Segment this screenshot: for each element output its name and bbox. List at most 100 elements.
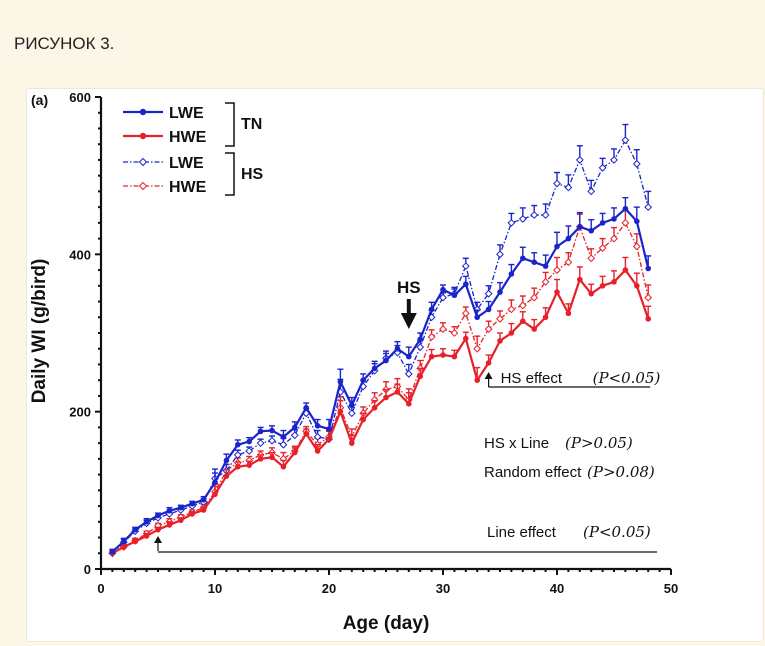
data-point bbox=[611, 279, 617, 285]
data-point bbox=[598, 244, 607, 252]
hs-x-line-label: HS x Line bbox=[484, 435, 549, 452]
data-point bbox=[577, 224, 583, 230]
chart-panel: 0 10 20 30 40 50 0 200 400 600 (a) Age (day) Dail… bbox=[26, 88, 764, 642]
data-point bbox=[132, 538, 138, 545]
y-tick-label: 200 bbox=[69, 405, 91, 420]
data-point bbox=[485, 306, 492, 313]
hs-effect-label: HS effect bbox=[501, 370, 563, 387]
data-point bbox=[496, 314, 504, 323]
data-point bbox=[416, 343, 425, 352]
data-point bbox=[349, 402, 355, 409]
data-point bbox=[269, 454, 275, 461]
data-point bbox=[621, 136, 630, 145]
data-point bbox=[406, 401, 412, 407]
data-point bbox=[507, 305, 516, 314]
data-point bbox=[440, 352, 446, 358]
data-point bbox=[371, 404, 378, 411]
data-point bbox=[588, 290, 594, 297]
data-point bbox=[406, 353, 412, 360]
data-point bbox=[417, 373, 424, 380]
line-effect-label: Line effect bbox=[487, 524, 557, 541]
data-point bbox=[553, 266, 561, 274]
y-tick-label: 400 bbox=[69, 247, 91, 262]
data-point bbox=[178, 517, 184, 524]
data-point bbox=[542, 263, 549, 269]
data-point bbox=[564, 258, 573, 267]
data-point bbox=[554, 243, 560, 250]
hs-x-line-p-value: (P>0.05) bbox=[565, 434, 633, 452]
x-tick-label: 40 bbox=[550, 581, 564, 596]
legend: LWE HWE TN LWE HWE HS bbox=[123, 102, 264, 196]
data-point bbox=[508, 330, 515, 336]
data-point bbox=[235, 441, 241, 448]
data-point bbox=[349, 440, 355, 446]
x-tick-label: 30 bbox=[436, 581, 450, 596]
data-point bbox=[394, 389, 401, 395]
data-point bbox=[417, 336, 424, 343]
data-point bbox=[256, 439, 265, 448]
data-point bbox=[439, 293, 447, 302]
data-point bbox=[121, 538, 127, 545]
data-point bbox=[542, 314, 549, 321]
data-point bbox=[577, 276, 583, 283]
data-point bbox=[644, 203, 653, 212]
data-point bbox=[337, 408, 344, 415]
line-effect-arrowhead bbox=[154, 536, 162, 543]
panel-label: (a) bbox=[31, 92, 48, 108]
axes: 0 10 20 30 40 50 0 200 400 600 bbox=[69, 90, 678, 596]
data-point bbox=[565, 310, 572, 317]
series-tn-hwe bbox=[109, 256, 652, 557]
data-point bbox=[166, 522, 173, 528]
y-tick-label: 0 bbox=[84, 562, 91, 577]
legend-tn-lwe-label: LWE bbox=[169, 105, 204, 122]
legend-tn-hwe-label: HWE bbox=[169, 129, 207, 146]
data-point bbox=[587, 254, 596, 263]
data-point bbox=[360, 377, 367, 384]
data-point bbox=[611, 216, 617, 222]
data-point bbox=[223, 473, 230, 479]
data-point bbox=[290, 431, 299, 440]
data-point bbox=[166, 507, 173, 514]
data-point bbox=[233, 451, 242, 459]
data-point bbox=[235, 463, 241, 470]
data-point bbox=[326, 426, 332, 432]
data-point bbox=[314, 448, 321, 454]
data-point bbox=[530, 293, 539, 302]
data-point bbox=[518, 301, 527, 310]
data-point bbox=[132, 526, 138, 533]
data-point bbox=[575, 156, 584, 164]
data-point bbox=[621, 218, 630, 227]
data-point bbox=[530, 211, 539, 219]
data-point bbox=[212, 491, 218, 498]
data-point bbox=[461, 309, 470, 318]
data-point bbox=[269, 427, 275, 434]
data-point bbox=[292, 424, 298, 431]
legend-swatch-marker bbox=[139, 108, 147, 116]
data-point bbox=[303, 404, 310, 411]
data-point bbox=[520, 255, 526, 262]
series-line-hs-lwe bbox=[111, 138, 649, 554]
data-point bbox=[257, 428, 264, 435]
data-point bbox=[200, 507, 207, 513]
data-point bbox=[165, 510, 174, 518]
data-point bbox=[564, 183, 573, 192]
data-point bbox=[200, 496, 207, 503]
data-point bbox=[326, 436, 332, 443]
data-point bbox=[484, 289, 493, 298]
legend-group-hs-label: HS bbox=[241, 166, 264, 183]
data-point bbox=[428, 306, 435, 313]
x-tick-label: 50 bbox=[664, 581, 678, 596]
data-point bbox=[531, 326, 537, 332]
data-point bbox=[588, 227, 594, 234]
legend-swatch-marker bbox=[139, 132, 147, 140]
data-point bbox=[474, 377, 481, 384]
data-point bbox=[451, 292, 458, 299]
data-point bbox=[622, 205, 629, 212]
data-point bbox=[371, 365, 378, 372]
data-point bbox=[554, 289, 560, 295]
data-point bbox=[634, 218, 640, 225]
data-point bbox=[587, 187, 596, 196]
data-point bbox=[485, 360, 492, 366]
data-point bbox=[245, 447, 254, 455]
data-point bbox=[212, 479, 218, 486]
